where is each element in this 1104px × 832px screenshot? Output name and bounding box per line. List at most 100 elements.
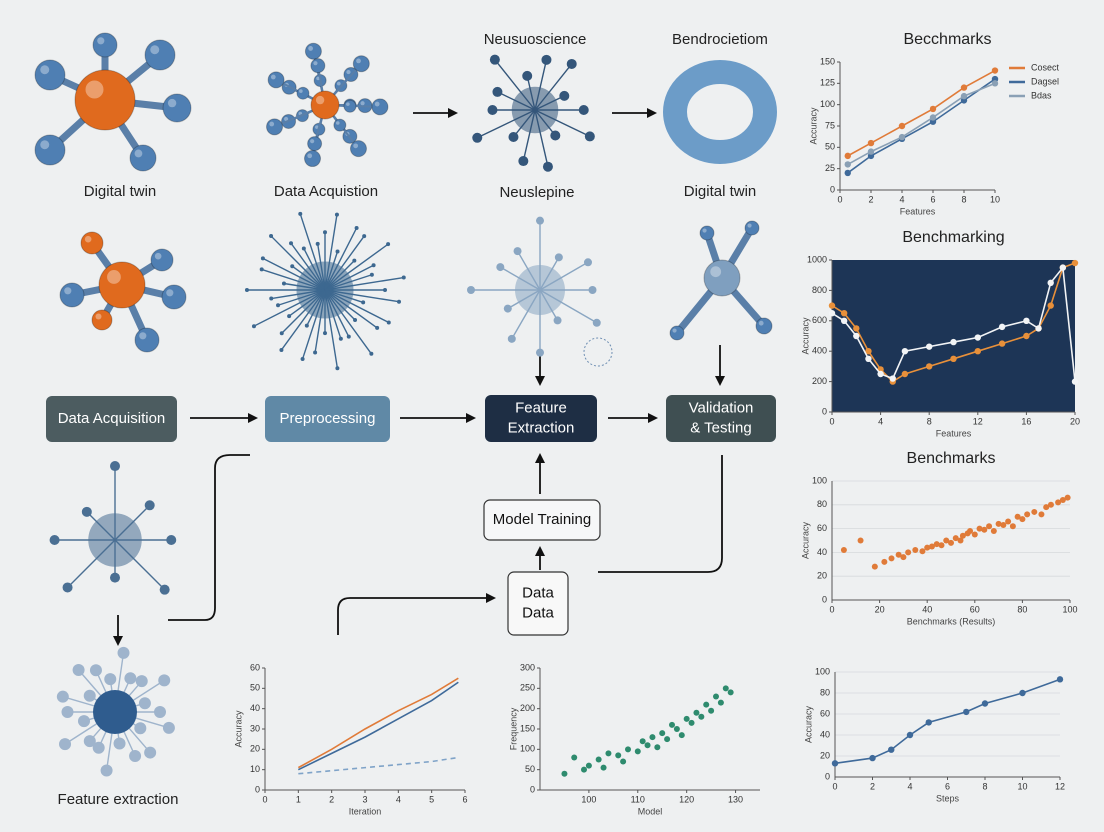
y-tick-label: 20 — [250, 744, 260, 754]
terminal — [279, 347, 284, 352]
terminal — [401, 275, 406, 280]
terminal — [61, 706, 74, 718]
data-point — [991, 80, 999, 87]
x-tick-label: 8 — [961, 194, 966, 204]
y-tick-label: 20 — [820, 750, 830, 760]
data-point — [925, 719, 932, 726]
data-point — [926, 363, 933, 370]
atom-shine — [84, 235, 92, 243]
atom-shine — [710, 266, 722, 278]
terminal — [553, 316, 562, 325]
x-tick-label: 0 — [832, 781, 837, 791]
data-point — [1019, 689, 1026, 697]
y-tick-label: 0 — [530, 784, 535, 794]
terminal — [56, 690, 69, 703]
data-point — [867, 148, 875, 155]
y-tick-label: 800 — [812, 285, 827, 295]
data-point — [1059, 264, 1067, 271]
series-line — [831, 262, 1076, 383]
terminal — [92, 741, 105, 754]
chart-title: Benchmarking — [902, 229, 1004, 246]
chart-title: Benchmarks — [907, 450, 996, 467]
data-point — [924, 544, 931, 551]
data-point — [898, 122, 906, 130]
y-axis-label: Frequency — [508, 707, 518, 750]
data-point — [928, 543, 935, 550]
x-tick-label: 4 — [907, 781, 912, 791]
data-point — [600, 764, 607, 771]
flow-box — [483, 499, 601, 541]
atom-shine — [166, 289, 174, 297]
y-tick-label: 50 — [525, 764, 535, 774]
data-point — [929, 114, 937, 121]
atom-shine — [107, 270, 121, 284]
caption: Neuslepine — [499, 184, 574, 201]
data-point — [678, 732, 685, 739]
x-tick-label: 0 — [837, 194, 842, 204]
terminal — [83, 735, 96, 748]
terminal — [522, 70, 533, 81]
terminal — [300, 356, 305, 361]
terminal — [375, 325, 380, 330]
atom-shine — [346, 102, 350, 106]
connector — [337, 593, 496, 635]
series-line — [298, 756, 459, 775]
atom-shine — [315, 125, 319, 129]
terminal — [110, 572, 120, 583]
data-point — [625, 746, 631, 753]
data-point — [664, 736, 671, 743]
y-tick-label: 60 — [250, 662, 260, 672]
series-line — [831, 265, 1076, 382]
terminal — [260, 256, 265, 261]
soma — [93, 690, 137, 734]
data-point — [1047, 501, 1054, 508]
atom-shine — [97, 37, 105, 45]
soma — [296, 261, 354, 319]
terminal — [566, 58, 577, 69]
x-tick-label: 80 — [1017, 604, 1027, 614]
data-point — [1056, 676, 1064, 683]
data-point — [1043, 504, 1050, 511]
data-point — [867, 139, 875, 147]
y-tick-label: 80 — [820, 687, 830, 697]
terminal — [588, 286, 597, 294]
atom — [162, 93, 192, 123]
terminal — [135, 675, 148, 688]
atom-shine — [315, 95, 325, 105]
terminal — [354, 225, 359, 230]
y-axis-label: Accuracy — [800, 317, 810, 355]
terminal — [81, 506, 92, 517]
data-point — [1024, 511, 1031, 518]
box-label: Extraction — [508, 419, 575, 436]
data-point — [717, 699, 724, 706]
data-point — [639, 738, 646, 745]
data-point — [998, 340, 1006, 347]
data-point — [976, 525, 983, 532]
data-point — [659, 730, 666, 737]
y-tick-label: 100 — [812, 475, 827, 485]
y-tick-label: 30 — [250, 723, 260, 733]
atom-shine — [307, 153, 313, 159]
atom — [304, 42, 322, 60]
caption: Digital twin — [84, 183, 157, 200]
data-point — [708, 707, 715, 714]
atom — [744, 220, 760, 236]
box-label: & Testing — [690, 419, 751, 436]
data-point — [869, 754, 876, 762]
x-tick-label: 0 — [262, 794, 267, 804]
atom — [92, 32, 118, 58]
terminal — [383, 288, 387, 292]
data-point — [888, 555, 895, 562]
atom — [371, 98, 389, 116]
atom — [296, 86, 310, 100]
atom — [310, 90, 340, 120]
data-point — [605, 750, 612, 757]
terminal — [361, 300, 366, 305]
terminal — [138, 697, 151, 710]
x-axis-label: Model — [638, 806, 663, 816]
data-point — [1064, 494, 1071, 501]
y-tick-label: 1000 — [807, 254, 827, 264]
data-point — [1005, 518, 1012, 525]
y-tick-label: 60 — [817, 523, 827, 533]
terminal — [536, 348, 544, 357]
